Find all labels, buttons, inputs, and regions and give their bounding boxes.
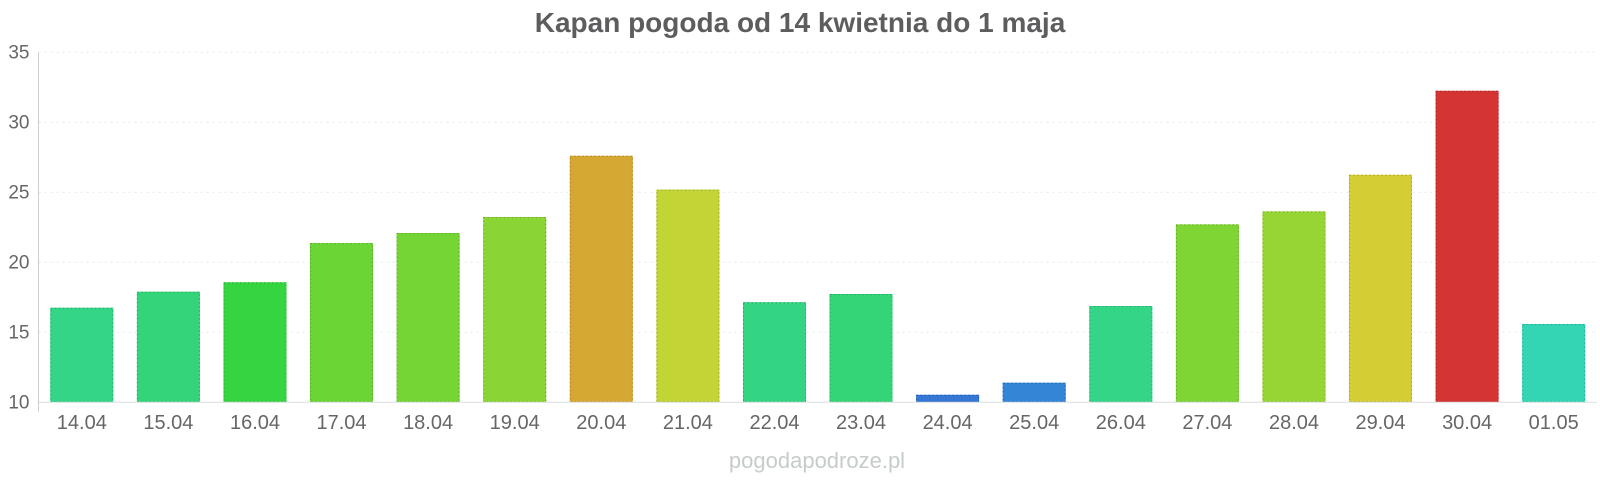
svg-text:22.04: 22.04 (749, 412, 799, 434)
svg-text:20.04: 20.04 (576, 412, 626, 434)
svg-text:18.04: 18.04 (403, 412, 453, 434)
svg-text:15.04: 15.04 (143, 412, 193, 434)
svg-text:17.04: 17.04 (316, 412, 366, 434)
svg-text:35: 35 (8, 42, 29, 63)
svg-text:30: 30 (8, 112, 29, 133)
svg-text:16.04: 16.04 (230, 412, 280, 434)
svg-text:25.04: 25.04 (1009, 412, 1059, 434)
svg-text:15: 15 (8, 322, 29, 343)
svg-text:pogodapodroze.pl: pogodapodroze.pl (729, 448, 905, 473)
svg-text:24.04: 24.04 (923, 412, 973, 434)
svg-text:29.04: 29.04 (1355, 412, 1405, 434)
svg-text:Kapan pogoda od 14 kwietnia do: Kapan pogoda od 14 kwietnia do 1 maja (535, 7, 1066, 38)
svg-text:28.04: 28.04 (1269, 412, 1319, 434)
svg-text:27.04: 27.04 (1182, 412, 1232, 434)
svg-text:23.04: 23.04 (836, 412, 886, 434)
svg-text:20: 20 (8, 252, 29, 273)
svg-text:25: 25 (8, 182, 29, 203)
svg-text:01.05: 01.05 (1529, 412, 1579, 434)
svg-text:30.04: 30.04 (1442, 412, 1492, 434)
svg-text:26.04: 26.04 (1096, 412, 1146, 434)
svg-text:14.04: 14.04 (57, 412, 107, 434)
svg-text:21.04: 21.04 (663, 412, 713, 434)
svg-text:10: 10 (8, 392, 29, 413)
svg-text:19.04: 19.04 (490, 412, 540, 434)
